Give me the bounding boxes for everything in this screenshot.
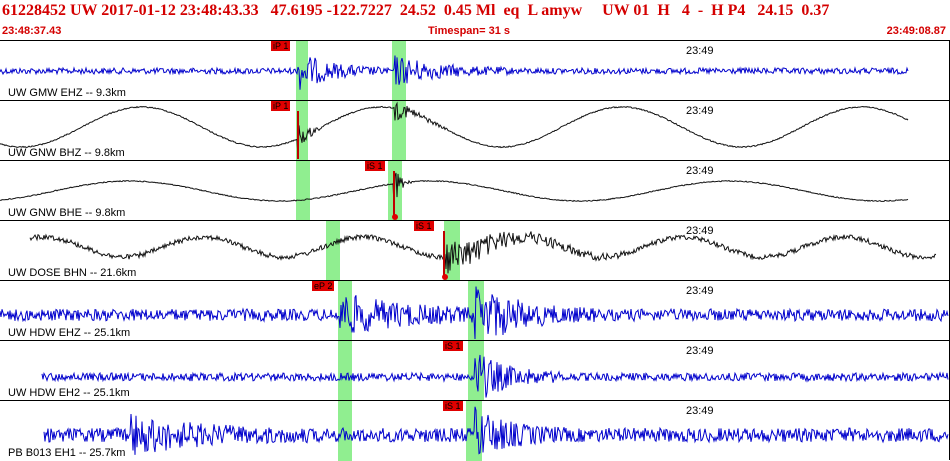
channel-panel[interactable]: iS 1 23:49 UW DOSE BHN -- 21.6km xyxy=(0,220,950,281)
time-tick: 23:49 xyxy=(686,285,714,297)
time-tick: 23:49 xyxy=(686,405,714,417)
channel-panel[interactable]: iS 1 23:49 UW HDW EH2 -- 25.1km xyxy=(0,340,950,401)
pick-window xyxy=(296,101,308,161)
channel-panel[interactable]: iS 1 23:49 UW GNW BHE -- 9.8km xyxy=(0,160,950,221)
channel-label: UW GNW BHE -- 9.8km xyxy=(8,207,126,219)
channel-label: UW GMW EHZ -- 9.3km xyxy=(8,87,126,99)
waveform xyxy=(43,406,949,455)
channel-panel[interactable]: iP 1 23:49 UW GNW BHZ -- 9.8km xyxy=(0,100,950,161)
phase-pick[interactable]: iP 1 xyxy=(271,101,291,111)
pick-window xyxy=(296,161,310,221)
waveform xyxy=(29,231,937,274)
channel-label: UW DOSE BHN -- 21.6km xyxy=(8,267,137,279)
time-tick: 23:49 xyxy=(686,105,714,117)
waveform xyxy=(0,55,909,90)
timespan: Timespan= 31 s xyxy=(428,25,511,37)
waveform xyxy=(0,101,909,159)
time-tick: 23:49 xyxy=(686,345,714,357)
channel-label: PB B013 EH1 -- 25.7km xyxy=(8,447,126,459)
channel-label: UW HDW EH2 -- 25.1km xyxy=(8,387,130,399)
time-tick: 23:49 xyxy=(686,165,714,177)
pick-window xyxy=(338,341,352,401)
channel-label: UW HDW EHZ -- 25.1km xyxy=(8,327,131,339)
phase-pick[interactable]: iS 1 xyxy=(414,221,434,231)
channel-panel[interactable]: iP 1 23:49 UW GMW EHZ -- 9.3km xyxy=(0,40,950,101)
waveform xyxy=(41,354,949,398)
pick-marker xyxy=(393,171,395,219)
channel-label: UW GNW BHZ -- 9.8km xyxy=(8,147,125,159)
time-tick: 23:49 xyxy=(686,225,714,237)
seismogram-panels: iP 1 23:49 UW GMW EHZ -- 9.3km iP 1 23:4… xyxy=(0,40,950,461)
phase-pick[interactable]: iP 1 xyxy=(271,41,291,51)
event-title: 61228452 UW 2017-01-12 23:48:43.33 47.61… xyxy=(2,2,830,19)
time-tick: 23:49 xyxy=(686,45,714,57)
pick-marker xyxy=(297,111,299,159)
pick-dot xyxy=(392,214,398,220)
phase-pick[interactable]: iS 1 xyxy=(365,161,385,171)
phase-pick[interactable]: iS 1 xyxy=(443,401,463,411)
end-time: 23:49:08.87 xyxy=(886,25,946,37)
start-time: 23:48:37.43 xyxy=(2,25,62,37)
channel-panel[interactable]: iS 1 23:49 PB B013 EH1 -- 25.7km xyxy=(0,400,950,461)
header: 61228452 UW 2017-01-12 23:48:43.33 47.61… xyxy=(0,0,950,40)
waveform xyxy=(0,172,909,206)
channel-panel[interactable]: eP 2 23:49 UW HDW EHZ -- 25.1km xyxy=(0,280,950,341)
phase-pick[interactable]: eP 2 xyxy=(312,281,335,291)
pick-dot xyxy=(442,274,448,280)
pick-window xyxy=(338,401,352,461)
pick-marker xyxy=(443,231,445,279)
waveform xyxy=(0,286,949,340)
pick-window xyxy=(326,221,340,281)
phase-pick[interactable]: iS 1 xyxy=(443,341,463,351)
